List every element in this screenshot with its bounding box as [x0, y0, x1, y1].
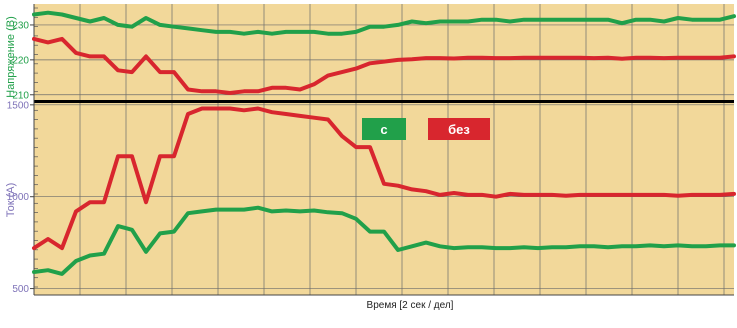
legend-label-with: с [380, 122, 387, 137]
voltage-series-line-with [32, 10, 736, 36]
current-series-line-without [32, 106, 736, 251]
y-tick-label: 210 [12, 90, 29, 101]
legend-swatch-with [362, 118, 406, 140]
y-axis-label-current: Ток (А) [5, 183, 17, 218]
voltage-series-line-without [32, 36, 736, 95]
x-axis-label: Время [2 сек / дел] [367, 300, 454, 311]
y-ticks-current: 500 1000 1500 [7, 100, 34, 295]
legend-label-without: без [448, 122, 470, 137]
y-tick-label: 1500 [7, 100, 30, 111]
y-tick-label: 230 [12, 20, 29, 31]
y-axis-label-voltage: Напряжение (В) [5, 16, 17, 98]
y-tick-label: 220 [12, 55, 29, 66]
legend: с без [362, 118, 490, 140]
current-series [32, 106, 736, 276]
y-tick-label: 1000 [7, 192, 30, 203]
y-tick-label: 500 [12, 284, 29, 295]
plot-area-voltage [34, 4, 734, 100]
legend-swatch-without [428, 118, 490, 140]
current-series-line-with [32, 205, 736, 276]
voltage-series [32, 10, 736, 95]
y-ticks-voltage: 210 220 230 [12, 20, 34, 101]
minor-ticks [34, 7, 38, 288]
